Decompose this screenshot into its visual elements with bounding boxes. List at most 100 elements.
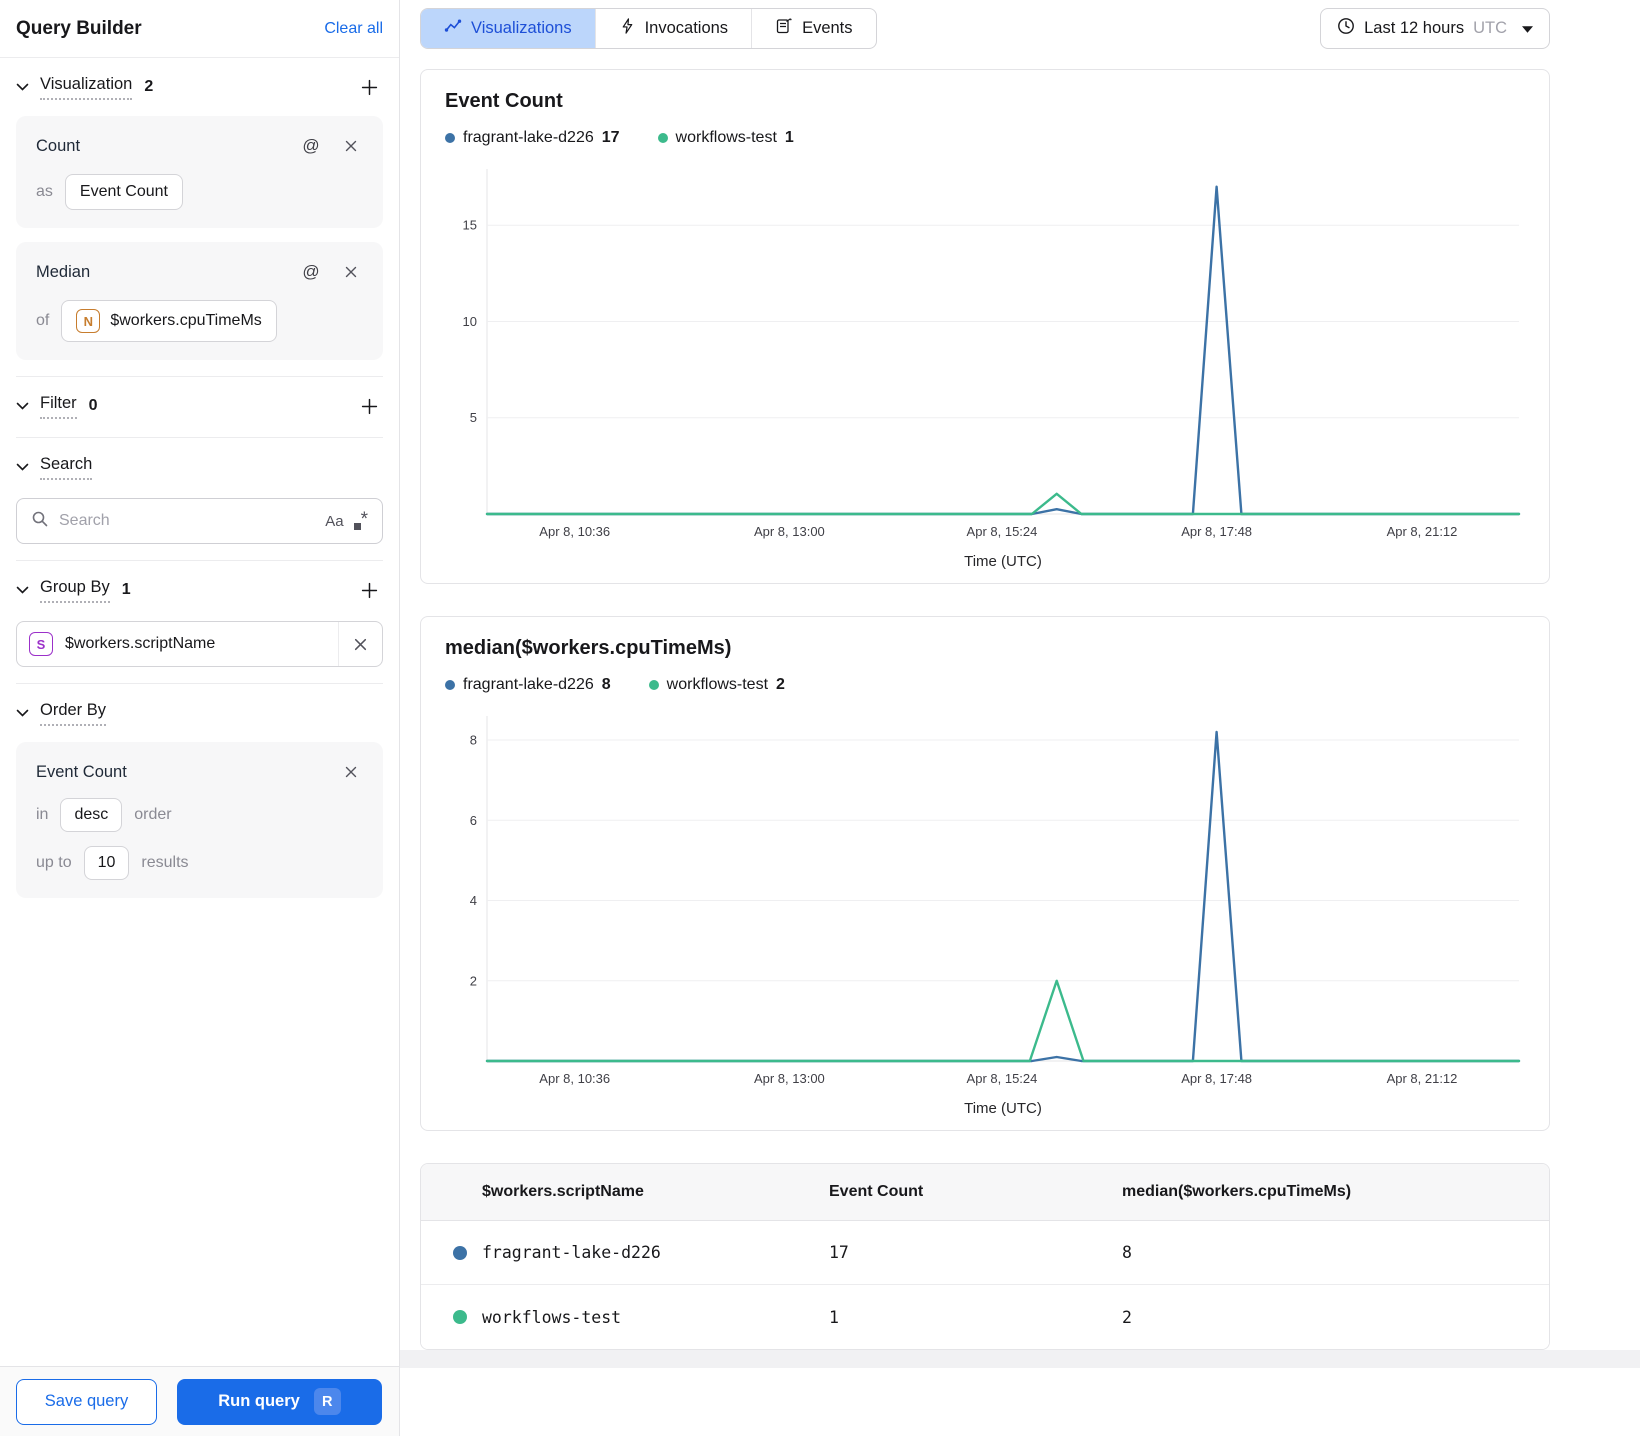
query-builder-header: Query Builder Clear all (0, 0, 399, 58)
legend-item[interactable]: workflows-test 2 (648, 676, 785, 694)
median-cell: 2 (1122, 1307, 1132, 1327)
svg-text:Apr 8, 15:24: Apr 8, 15:24 (967, 1071, 1038, 1086)
chevron-down-icon[interactable] (16, 462, 30, 472)
chevron-down-icon[interactable] (16, 708, 30, 718)
order-label: order (134, 806, 172, 823)
legend-series-name: fragrant-lake-d226 (463, 129, 594, 146)
visualization-count: 2 (144, 78, 154, 95)
svg-text:4: 4 (470, 893, 477, 908)
legend-item[interactable]: fragrant-lake-d226 17 (445, 129, 620, 147)
sort-direction-selector[interactable]: desc (60, 798, 123, 832)
legend-item[interactable]: workflows-test 1 (657, 129, 794, 147)
visualization-section-label[interactable]: Visualization (40, 75, 133, 100)
count-card-title: Count (36, 136, 81, 155)
chevron-down-icon[interactable] (16, 401, 30, 411)
in-label: in (36, 806, 49, 823)
svg-text:8: 8 (470, 733, 477, 748)
add-filter-button[interactable] (355, 392, 383, 420)
match-case-icon[interactable]: Aa (325, 512, 344, 530)
results-label: results (141, 854, 189, 871)
of-label: of (36, 312, 50, 329)
tab-label: Events (802, 19, 853, 37)
order-by-field: Event Count (36, 762, 127, 781)
tab-events[interactable]: Events (751, 9, 875, 48)
legend-dot (657, 133, 668, 143)
add-group-by-button[interactable] (355, 576, 383, 604)
tab-visualizations[interactable]: Visualizations (421, 9, 595, 48)
event-count-cell: 17 (829, 1243, 849, 1262)
table-column-header: Event Count (829, 1183, 924, 1200)
event-count-chart: 5 10 15 Apr 8, 10:36 Apr 8, 13:00 Apr 8, 15:2… (463, 169, 1521, 570)
svg-text:2: 2 (470, 973, 477, 988)
series-color-dot (453, 1310, 467, 1324)
svg-text:Time (UTC): Time (UTC) (964, 553, 1042, 570)
tab-invocations[interactable]: Invocations (594, 9, 751, 48)
group-by-section-label[interactable]: Group By (40, 578, 110, 603)
svg-text:Apr 8, 10:36: Apr 8, 10:36 (539, 1071, 610, 1086)
search-section-label[interactable]: Search (40, 455, 93, 480)
svg-text:Apr 8, 17:48: Apr 8, 17:48 (1181, 1071, 1252, 1086)
remove-order-by-button[interactable] (339, 760, 363, 784)
run-query-button[interactable]: Run query R (177, 1378, 382, 1425)
save-query-button[interactable]: Save query (16, 1378, 157, 1425)
legend-item[interactable]: fragrant-lake-d226 8 (445, 676, 611, 694)
chart-legend: fragrant-lake-d226 8 workflows-test 2 (445, 676, 1525, 694)
svg-text:Time (UTC): Time (UTC) (964, 1100, 1042, 1117)
legend-dot (445, 680, 455, 690)
svg-text:Apr 8, 21:12: Apr 8, 21:12 (1387, 524, 1458, 539)
tab-label: Visualizations (471, 19, 572, 37)
mention-icon[interactable]: @ (302, 262, 320, 281)
time-range-selector[interactable]: Last 12 hours UTC (1320, 8, 1550, 49)
timezone-label: UTC (1473, 19, 1507, 37)
table-row[interactable]: workflows-test 1 2 (421, 1285, 1549, 1349)
legend-dot (648, 680, 659, 690)
search-box: Aa * (16, 498, 383, 544)
events-list-icon (775, 17, 793, 40)
clock-icon (1337, 17, 1355, 40)
filter-count: 0 (88, 397, 98, 414)
group-by-field-item[interactable]: S $workers.scriptName (16, 621, 383, 667)
results-area: Visualizations Invocations Events Last 1… (400, 0, 1640, 1436)
mention-icon[interactable]: @ (302, 136, 320, 155)
run-shortcut-badge: R (313, 1388, 341, 1415)
svg-text:5: 5 (470, 410, 477, 425)
legend-series-name: fragrant-lake-d226 (463, 676, 594, 693)
table-row[interactable]: fragrant-lake-d226 17 8 (421, 1221, 1549, 1285)
median-visualization-card: Median @ of N $workers.cpuTimeMs (16, 242, 383, 360)
order-by-section-label[interactable]: Order By (40, 701, 107, 726)
page-bottom-strip (400, 1350, 1640, 1368)
lightning-icon (619, 17, 636, 40)
event-count-chart-card: Event Count fragrant-lake-d226 17 workflow… (420, 69, 1550, 584)
group-by-count: 1 (121, 581, 131, 598)
median-card-title: Median (36, 262, 91, 281)
series-color-dot (453, 1245, 467, 1260)
caret-down-icon (1522, 20, 1533, 38)
up-to-label: up to (36, 854, 72, 871)
group-by-field-value: $workers.scriptName (65, 635, 216, 652)
remove-count-button[interactable] (339, 134, 363, 158)
legend-series-value: 2 (776, 676, 785, 693)
count-visualization-card: Count @ as Event Count (16, 116, 383, 228)
median-field-value: $workers.cpuTimeMs (110, 312, 262, 329)
remove-median-button[interactable] (339, 260, 363, 284)
table-body: fragrant-lake-d226 17 8 workflows-test 1 2 (421, 1221, 1549, 1349)
median-cputime-chart: 2 4 6 8 Apr 8, 10:36 Apr 8, 13:00 Apr 8, 15:24… (470, 716, 1521, 1117)
time-range-label: Last 12 hours (1364, 19, 1465, 37)
regex-icon[interactable]: * (353, 510, 368, 530)
clear-all-link[interactable]: Clear all (324, 19, 383, 37)
chart-title: median($workers.cpuTimeMs) (445, 637, 732, 659)
legend-series-value: 1 (784, 129, 794, 146)
add-visualization-button[interactable] (355, 73, 383, 101)
table-column-header: median($workers.cpuTimeMs) (1122, 1183, 1352, 1200)
search-input[interactable] (59, 512, 316, 530)
filter-section: Filter 0 (0, 377, 399, 438)
filter-section-label[interactable]: Filter (40, 394, 77, 419)
search-section: Search Aa * (0, 438, 399, 561)
chevron-down-icon[interactable] (16, 585, 30, 595)
chevron-down-icon[interactable] (16, 82, 30, 92)
remove-group-by-button[interactable] (338, 622, 382, 666)
result-limit-field[interactable]: 10 (83, 846, 130, 880)
event-count-cell: 1 (829, 1307, 839, 1327)
median-field-selector[interactable]: N $workers.cpuTimeMs (61, 300, 277, 342)
count-alias-field[interactable]: Event Count (64, 174, 183, 210)
